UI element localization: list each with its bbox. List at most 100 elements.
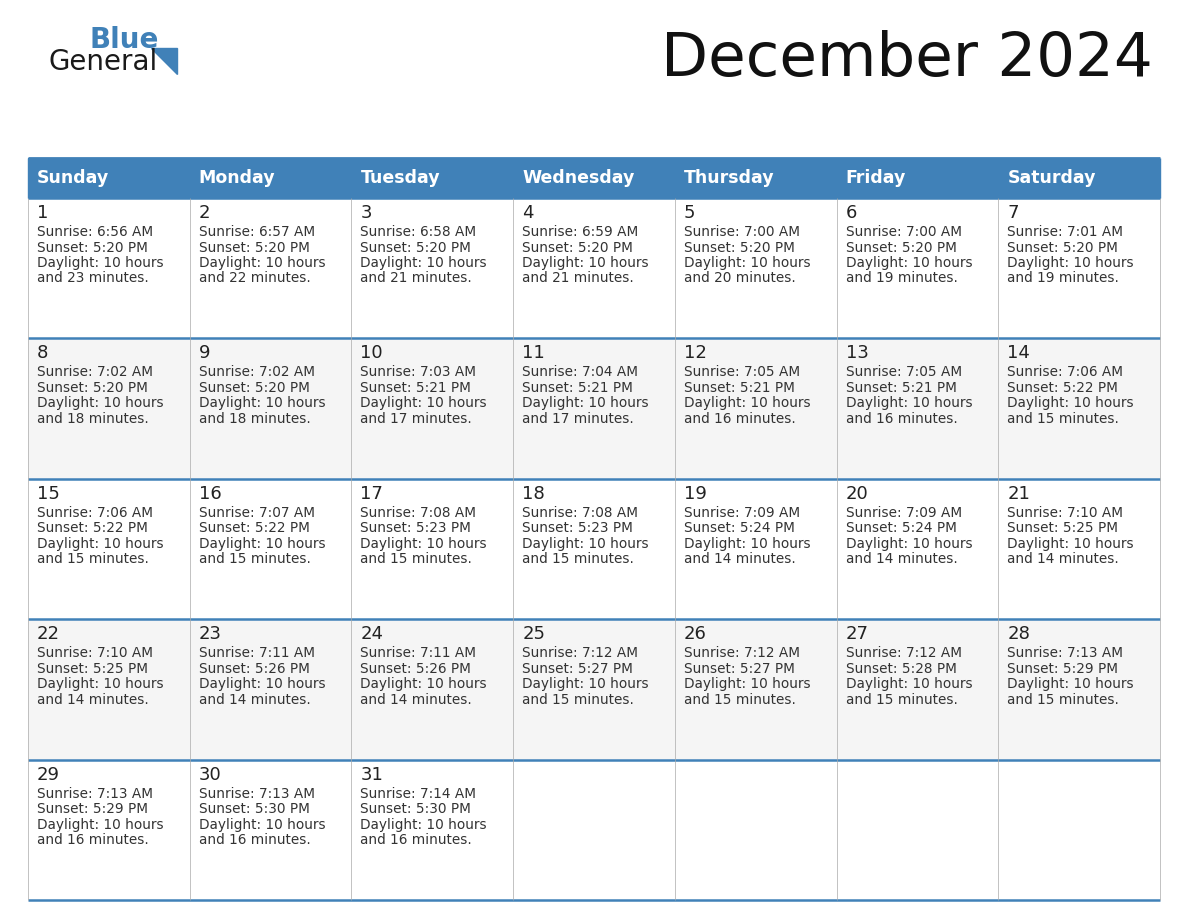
Text: Sunset: 5:20 PM: Sunset: 5:20 PM xyxy=(846,241,956,254)
Text: Sunrise: 6:57 AM: Sunrise: 6:57 AM xyxy=(198,225,315,239)
Text: Sunset: 5:25 PM: Sunset: 5:25 PM xyxy=(1007,521,1118,535)
Text: Daylight: 10 hours: Daylight: 10 hours xyxy=(684,397,810,410)
Text: 13: 13 xyxy=(846,344,868,363)
Text: 24: 24 xyxy=(360,625,384,644)
Text: and 14 minutes.: and 14 minutes. xyxy=(846,553,958,566)
Text: Sunset: 5:30 PM: Sunset: 5:30 PM xyxy=(360,802,472,816)
Text: Sunset: 5:28 PM: Sunset: 5:28 PM xyxy=(846,662,956,676)
Text: and 17 minutes.: and 17 minutes. xyxy=(523,412,634,426)
Text: 9: 9 xyxy=(198,344,210,363)
Text: Daylight: 10 hours: Daylight: 10 hours xyxy=(846,256,972,270)
Text: Sunset: 5:21 PM: Sunset: 5:21 PM xyxy=(846,381,956,395)
Text: and 18 minutes.: and 18 minutes. xyxy=(198,412,310,426)
Text: Sunset: 5:24 PM: Sunset: 5:24 PM xyxy=(846,521,956,535)
Text: Daylight: 10 hours: Daylight: 10 hours xyxy=(846,397,972,410)
Text: Daylight: 10 hours: Daylight: 10 hours xyxy=(846,537,972,551)
Text: 23: 23 xyxy=(198,625,222,644)
Text: 18: 18 xyxy=(523,485,545,503)
Text: Daylight: 10 hours: Daylight: 10 hours xyxy=(523,537,649,551)
Text: Sunrise: 7:06 AM: Sunrise: 7:06 AM xyxy=(1007,365,1124,379)
Text: Sunset: 5:27 PM: Sunset: 5:27 PM xyxy=(684,662,795,676)
Bar xyxy=(836,479,998,620)
Text: and 21 minutes.: and 21 minutes. xyxy=(523,272,634,285)
Text: and 15 minutes.: and 15 minutes. xyxy=(360,553,473,566)
Text: Sunset: 5:22 PM: Sunset: 5:22 PM xyxy=(37,521,147,535)
Text: 25: 25 xyxy=(523,625,545,644)
Text: 1: 1 xyxy=(37,204,49,222)
Text: Sunrise: 7:08 AM: Sunrise: 7:08 AM xyxy=(360,506,476,520)
Text: Sunset: 5:26 PM: Sunset: 5:26 PM xyxy=(360,662,472,676)
Text: December 2024: December 2024 xyxy=(662,30,1154,89)
Text: Sunset: 5:22 PM: Sunset: 5:22 PM xyxy=(198,521,310,535)
Text: Sunrise: 7:13 AM: Sunrise: 7:13 AM xyxy=(198,787,315,800)
Text: Sunrise: 7:09 AM: Sunrise: 7:09 AM xyxy=(846,506,962,520)
Text: and 15 minutes.: and 15 minutes. xyxy=(684,693,796,707)
Text: Sunset: 5:26 PM: Sunset: 5:26 PM xyxy=(198,662,310,676)
Text: Daylight: 10 hours: Daylight: 10 hours xyxy=(684,677,810,691)
Text: Sunrise: 7:05 AM: Sunrise: 7:05 AM xyxy=(846,365,962,379)
Text: 14: 14 xyxy=(1007,344,1030,363)
Text: 28: 28 xyxy=(1007,625,1030,644)
Text: 27: 27 xyxy=(846,625,868,644)
Text: Sunrise: 7:10 AM: Sunrise: 7:10 AM xyxy=(37,646,153,660)
Text: 4: 4 xyxy=(523,204,533,222)
Bar xyxy=(836,759,998,900)
Text: Daylight: 10 hours: Daylight: 10 hours xyxy=(1007,256,1133,270)
Text: Sunrise: 7:09 AM: Sunrise: 7:09 AM xyxy=(684,506,800,520)
Text: Daylight: 10 hours: Daylight: 10 hours xyxy=(360,677,487,691)
Bar xyxy=(513,158,675,198)
Text: Daylight: 10 hours: Daylight: 10 hours xyxy=(198,818,326,832)
Text: Sunrise: 7:04 AM: Sunrise: 7:04 AM xyxy=(523,365,638,379)
Text: Sunset: 5:23 PM: Sunset: 5:23 PM xyxy=(360,521,472,535)
Bar xyxy=(513,620,675,759)
Text: Sunset: 5:21 PM: Sunset: 5:21 PM xyxy=(684,381,795,395)
Text: 30: 30 xyxy=(198,766,221,784)
Text: Sunrise: 6:58 AM: Sunrise: 6:58 AM xyxy=(360,225,476,239)
Text: Sunset: 5:22 PM: Sunset: 5:22 PM xyxy=(1007,381,1118,395)
Text: Daylight: 10 hours: Daylight: 10 hours xyxy=(198,256,326,270)
Text: Daylight: 10 hours: Daylight: 10 hours xyxy=(1007,677,1133,691)
Text: 26: 26 xyxy=(684,625,707,644)
Text: Thursday: Thursday xyxy=(684,169,775,187)
Text: Blue: Blue xyxy=(90,26,159,54)
Bar xyxy=(190,339,352,479)
Text: Sunset: 5:25 PM: Sunset: 5:25 PM xyxy=(37,662,148,676)
Text: Daylight: 10 hours: Daylight: 10 hours xyxy=(523,397,649,410)
Text: Sunset: 5:27 PM: Sunset: 5:27 PM xyxy=(523,662,633,676)
Text: 3: 3 xyxy=(360,204,372,222)
Bar xyxy=(675,620,836,759)
Text: and 14 minutes.: and 14 minutes. xyxy=(198,693,310,707)
Bar xyxy=(29,759,190,900)
Text: 15: 15 xyxy=(37,485,59,503)
Text: Tuesday: Tuesday xyxy=(360,169,440,187)
Text: Sunset: 5:21 PM: Sunset: 5:21 PM xyxy=(523,381,633,395)
Text: Monday: Monday xyxy=(198,169,276,187)
Text: Sunrise: 7:00 AM: Sunrise: 7:00 AM xyxy=(846,225,961,239)
Text: Sunrise: 7:08 AM: Sunrise: 7:08 AM xyxy=(523,506,638,520)
Bar xyxy=(836,158,998,198)
Text: 12: 12 xyxy=(684,344,707,363)
Bar xyxy=(29,620,190,759)
Bar xyxy=(675,198,836,339)
Text: and 23 minutes.: and 23 minutes. xyxy=(37,272,148,285)
Text: and 14 minutes.: and 14 minutes. xyxy=(684,553,796,566)
Bar xyxy=(675,339,836,479)
Bar xyxy=(998,479,1159,620)
Text: Daylight: 10 hours: Daylight: 10 hours xyxy=(684,256,810,270)
Text: 16: 16 xyxy=(198,485,221,503)
Bar xyxy=(29,198,190,339)
Text: Daylight: 10 hours: Daylight: 10 hours xyxy=(37,397,164,410)
Text: and 15 minutes.: and 15 minutes. xyxy=(198,553,310,566)
Bar xyxy=(513,198,675,339)
Text: and 15 minutes.: and 15 minutes. xyxy=(1007,412,1119,426)
Text: and 16 minutes.: and 16 minutes. xyxy=(846,412,958,426)
Text: and 22 minutes.: and 22 minutes. xyxy=(198,272,310,285)
Bar xyxy=(513,759,675,900)
Bar xyxy=(29,158,190,198)
Text: Daylight: 10 hours: Daylight: 10 hours xyxy=(198,537,326,551)
Text: Sunrise: 7:05 AM: Sunrise: 7:05 AM xyxy=(684,365,800,379)
Text: Sunrise: 6:56 AM: Sunrise: 6:56 AM xyxy=(37,225,153,239)
Text: Sunset: 5:29 PM: Sunset: 5:29 PM xyxy=(37,802,148,816)
Text: Sunrise: 7:03 AM: Sunrise: 7:03 AM xyxy=(360,365,476,379)
Text: Daylight: 10 hours: Daylight: 10 hours xyxy=(1007,397,1133,410)
